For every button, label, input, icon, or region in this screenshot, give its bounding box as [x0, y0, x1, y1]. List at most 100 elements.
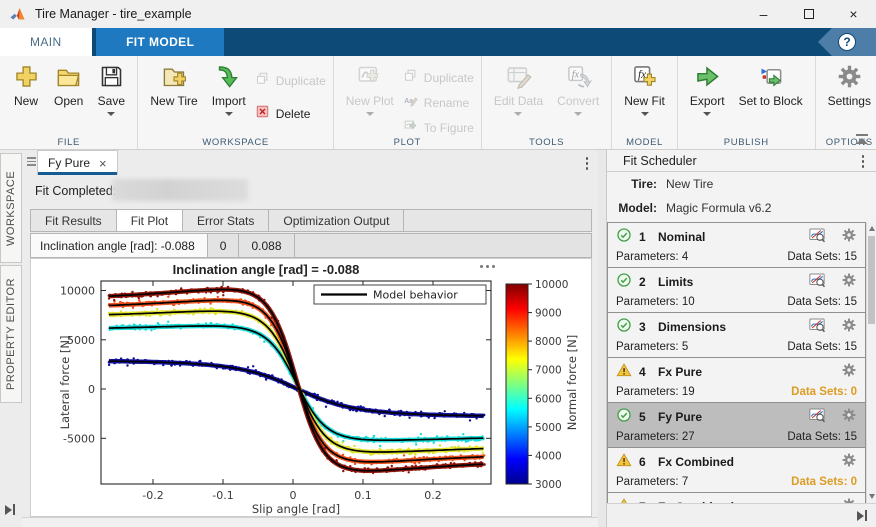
set-to-block-button[interactable]: Set to Block: [734, 59, 808, 109]
convert-button: fx Convert: [552, 59, 604, 117]
fit-settings-gear-icon[interactable]: [841, 452, 857, 473]
svg-text:9000: 9000: [535, 308, 562, 320]
ribbon-section-title: OPTIONS: [825, 137, 873, 148]
view-fit-icon[interactable]: [808, 406, 826, 429]
fit-settings-gear-icon[interactable]: [841, 362, 857, 383]
duplicate-button: Duplicate: [255, 71, 326, 91]
new-plot-button: New Plot: [341, 59, 399, 117]
fit-step-fy-pure[interactable]: 5 Fy Pure Parameters: 27 Data Sets: 15: [607, 402, 866, 448]
fit-step-fx-combined[interactable]: 6 Fx Combined Parameters: 7 Data Sets: 0: [607, 447, 866, 493]
fit-step-nominal[interactable]: 1 Nominal Parameters: 4 Data Sets: 15: [607, 222, 866, 268]
minimize-button[interactable]: –: [759, 6, 768, 22]
ribbon-section-workspace: New Tire Import Duplicate Delete WORKSPAC…: [138, 56, 334, 149]
new-fit-icon: fx: [631, 60, 658, 92]
fit-step-fy-combined[interactable]: 7 Fy Combined: [607, 492, 866, 503]
condition-tab-0.088[interactable]: 0.088: [239, 233, 295, 258]
status-ok-icon: [616, 227, 632, 248]
expand-left-panel-icon[interactable]: [5, 504, 15, 515]
tab-main[interactable]: MAIN: [0, 28, 92, 56]
subtab-fit-results[interactable]: Fit Results: [30, 209, 117, 232]
subtab-error-stats[interactable]: Error Stats: [183, 209, 270, 232]
settings-gear-icon: [836, 60, 863, 92]
view-fit-icon[interactable]: [808, 271, 826, 294]
delete-button[interactable]: Delete: [255, 104, 326, 124]
svg-text:5000: 5000: [67, 334, 95, 347]
sidebar-tab-property-editor[interactable]: PROPERTY EDITOR: [0, 265, 22, 403]
fit-settings-gear-icon[interactable]: [841, 272, 857, 293]
close-tab-icon[interactable]: ×: [99, 155, 107, 171]
open-folder-icon: [55, 60, 82, 92]
fit-step-name: Fy Pure: [658, 410, 703, 424]
expand-right-panel-icon[interactable]: [857, 510, 867, 521]
save-button[interactable]: Save: [92, 59, 130, 117]
scroll-down-icon[interactable]: [868, 494, 875, 499]
scheduler-menu-icon[interactable]: [861, 155, 864, 168]
new-fit-button[interactable]: fx New Fit: [619, 59, 670, 117]
dropdown-caret-icon[interactable]: [703, 112, 712, 116]
fit-step-limits[interactable]: 2 Limits Parameters: 10 Data Sets: 15: [607, 267, 866, 313]
dropdown-caret-icon[interactable]: [224, 112, 233, 116]
svg-text:0: 0: [290, 489, 297, 502]
fit-step-name: Fx Pure: [658, 365, 703, 379]
fit-settings-gear-icon[interactable]: [841, 317, 857, 338]
scrollbar-thumb[interactable]: [868, 236, 875, 324]
subtab-fit-plot[interactable]: Fit Plot: [116, 209, 184, 232]
fit-step-number: 5: [639, 410, 646, 424]
view-fit-icon[interactable]: [808, 226, 826, 249]
import-arrow-icon: [215, 60, 242, 92]
subtab-optimization-output[interactable]: Optimization Output: [269, 209, 405, 232]
fit-step-name: Fx Combined: [658, 455, 735, 469]
close-button[interactable]: ×: [849, 6, 858, 22]
document-tab-fy-pure[interactable]: Fy Pure ×: [37, 150, 118, 175]
svg-text:0.1: 0.1: [354, 489, 372, 502]
scheduler-info: Tire: New Tire Model: Magic Formula v6.2: [607, 172, 876, 222]
new-tire-button[interactable]: New Tire: [145, 59, 202, 109]
document-bottom-strip: [22, 517, 598, 527]
ribbon-section-tools: Edit Data fx Convert TOOLS: [482, 56, 613, 149]
fit-settings-gear-icon[interactable]: [841, 497, 857, 503]
import-button[interactable]: Import: [207, 59, 251, 117]
collapse-ribbon-button[interactable]: [856, 134, 868, 144]
chart-title: Inclination angle [rad] = -0.088: [172, 262, 360, 277]
document-bar-grip-icon[interactable]: [27, 157, 36, 168]
fit-scheduler-title: Fit Scheduler: [623, 154, 697, 168]
fit-step-dimensions[interactable]: 3 Dimensions Parameters: 5 Data Sets: 15: [607, 312, 866, 358]
scheduler-scrollbar[interactable]: [866, 222, 876, 503]
dropdown-caret-icon[interactable]: [365, 112, 374, 116]
document-menu-icon[interactable]: [585, 157, 588, 170]
scheduler-bottom-strip: [607, 503, 876, 527]
dropdown-caret-icon[interactable]: [574, 112, 583, 116]
export-button[interactable]: Export: [685, 59, 730, 117]
fit-scheduler-panel: Fit Scheduler Tire: New Tire Model: Magi…: [606, 150, 876, 527]
fit-settings-gear-icon[interactable]: [841, 227, 857, 248]
fit-settings-gear-icon[interactable]: [841, 407, 857, 428]
condition-tab-0[interactable]: 0: [207, 233, 240, 258]
fit-step-fx-pure[interactable]: 4 Fx Pure Parameters: 19 Data Sets: 0: [607, 357, 866, 403]
dropdown-caret-icon[interactable]: [514, 112, 523, 116]
sidebar-tab-workspace[interactable]: WORKSPACE: [0, 153, 22, 263]
panel-splitter[interactable]: [598, 150, 606, 527]
dropdown-caret-icon[interactable]: [640, 112, 649, 116]
svg-text:0: 0: [88, 383, 95, 396]
dropdown-caret-icon[interactable]: [107, 112, 116, 116]
rename-button: Aa Rename: [403, 93, 474, 113]
axes-toolbar-ellipsis-icon[interactable]: [480, 265, 495, 268]
svg-text:10000: 10000: [60, 285, 95, 298]
fit-completed-label: Fit Completed:: [35, 184, 117, 198]
document-tab-label: Fy Pure: [48, 156, 91, 170]
tab-fit-model[interactable]: FIT MODEL: [96, 28, 225, 56]
svg-text:3000: 3000: [535, 479, 562, 491]
new-plot-icon: [356, 60, 383, 92]
condition-filler: [294, 233, 592, 258]
condition-tab-inclination-angle-rad--0.088[interactable]: Inclination angle [rad]: -0.088: [30, 233, 208, 258]
scroll-up-icon[interactable]: [868, 226, 875, 231]
settings-button[interactable]: Settings: [823, 59, 876, 109]
new-button[interactable]: New: [7, 59, 45, 109]
ribbon-section-title: TOOLS: [528, 137, 565, 148]
ribbon-section-file: New Open Save FILE: [0, 56, 139, 149]
open-button[interactable]: Open: [49, 59, 88, 109]
maximize-button[interactable]: [786, 0, 831, 28]
view-fit-icon[interactable]: [808, 316, 826, 339]
new-plus-icon: [13, 60, 40, 92]
help-button[interactable]: ?: [818, 28, 876, 56]
